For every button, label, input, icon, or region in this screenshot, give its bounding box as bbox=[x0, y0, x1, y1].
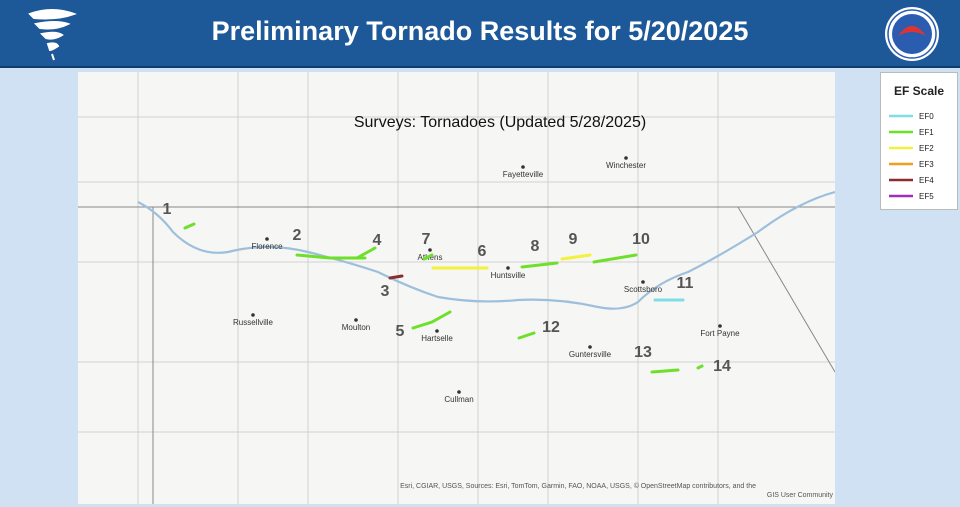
header: Preliminary Tornado Results for 5/20/202… bbox=[0, 0, 960, 68]
legend-svg: EF Scale EF0 EF1 EF2 EF3 EF4 EF5 bbox=[889, 84, 944, 201]
city-dot bbox=[251, 313, 255, 317]
page-title: Preliminary Tornado Results for 5/20/202… bbox=[211, 16, 749, 46]
city-dot bbox=[435, 329, 439, 333]
tornado-track bbox=[592, 253, 638, 264]
tornado-icon bbox=[28, 9, 77, 61]
track-label: 14 bbox=[713, 358, 731, 375]
map-subtitle: Surveys: Tornadoes (Updated 5/28/2025) bbox=[354, 114, 646, 131]
track-label: 6 bbox=[478, 243, 487, 260]
city-label: Russellville bbox=[233, 318, 274, 327]
city-dot bbox=[457, 390, 461, 394]
tornado-track bbox=[517, 331, 536, 340]
nws-logo bbox=[885, 7, 939, 61]
city-label: Cullman bbox=[444, 395, 473, 404]
legend-label: EF5 bbox=[919, 192, 934, 201]
city-dot bbox=[354, 318, 358, 322]
map: Surveys: Tornadoes (Updated 5/28/2025) E… bbox=[78, 72, 835, 504]
city-dot bbox=[624, 156, 628, 160]
tornado-track bbox=[520, 261, 559, 269]
legend-label: EF4 bbox=[919, 176, 934, 185]
county-lines bbox=[78, 72, 835, 504]
track-label: 8 bbox=[531, 238, 540, 255]
city-dot bbox=[265, 237, 269, 241]
city-dot bbox=[521, 165, 525, 169]
legend-label: EF1 bbox=[919, 128, 934, 137]
tornado-track bbox=[388, 274, 404, 280]
legend-title: EF Scale bbox=[894, 84, 944, 98]
city-label: Hartselle bbox=[421, 334, 453, 343]
tornado-track bbox=[411, 310, 452, 330]
city-label: Florence bbox=[251, 242, 283, 251]
city-label: Scottsboro bbox=[624, 285, 663, 294]
track-label: 3 bbox=[381, 283, 390, 300]
track-label: 13 bbox=[634, 344, 652, 361]
legend: EF Scale EF0 EF1 EF2 EF3 EF4 EF5 bbox=[880, 72, 958, 210]
track-label: 10 bbox=[632, 231, 650, 248]
attribution: Esri, CGIAR, USGS, Sources: Esri, TomTom… bbox=[400, 482, 756, 490]
city-dot bbox=[641, 280, 645, 284]
city-label: Guntersville bbox=[569, 350, 612, 359]
legend-label: EF0 bbox=[919, 112, 934, 121]
city-dot bbox=[506, 266, 510, 270]
track-label: 12 bbox=[542, 319, 560, 336]
attribution: GIS User Community bbox=[767, 492, 834, 499]
track-label: 2 bbox=[293, 227, 302, 244]
track-label: 11 bbox=[677, 275, 694, 292]
city-dot bbox=[588, 345, 592, 349]
legend-label: EF2 bbox=[919, 144, 934, 153]
legend-label: EF3 bbox=[919, 160, 934, 169]
track-label: 4 bbox=[373, 232, 382, 249]
tornado-track bbox=[696, 364, 704, 370]
tornado-track bbox=[183, 222, 196, 230]
tornado-track bbox=[295, 253, 367, 260]
tornado-track bbox=[355, 246, 377, 260]
track-label: 7 bbox=[422, 231, 431, 248]
city-label: Fayetteville bbox=[503, 170, 544, 179]
track-label: 1 bbox=[163, 201, 172, 218]
city-label: Huntsville bbox=[491, 271, 526, 280]
city-dot bbox=[428, 248, 432, 252]
city-label: Winchester bbox=[606, 161, 646, 170]
tornado-track bbox=[560, 253, 592, 261]
city-label: Fort Payne bbox=[700, 329, 740, 338]
tornado-track bbox=[422, 253, 434, 261]
track-label: 9 bbox=[569, 231, 578, 248]
city-dot bbox=[718, 324, 722, 328]
city-label: Moulton bbox=[342, 323, 370, 332]
river bbox=[137, 190, 835, 310]
tornado-track bbox=[650, 368, 680, 374]
track-label: 5 bbox=[396, 323, 405, 340]
